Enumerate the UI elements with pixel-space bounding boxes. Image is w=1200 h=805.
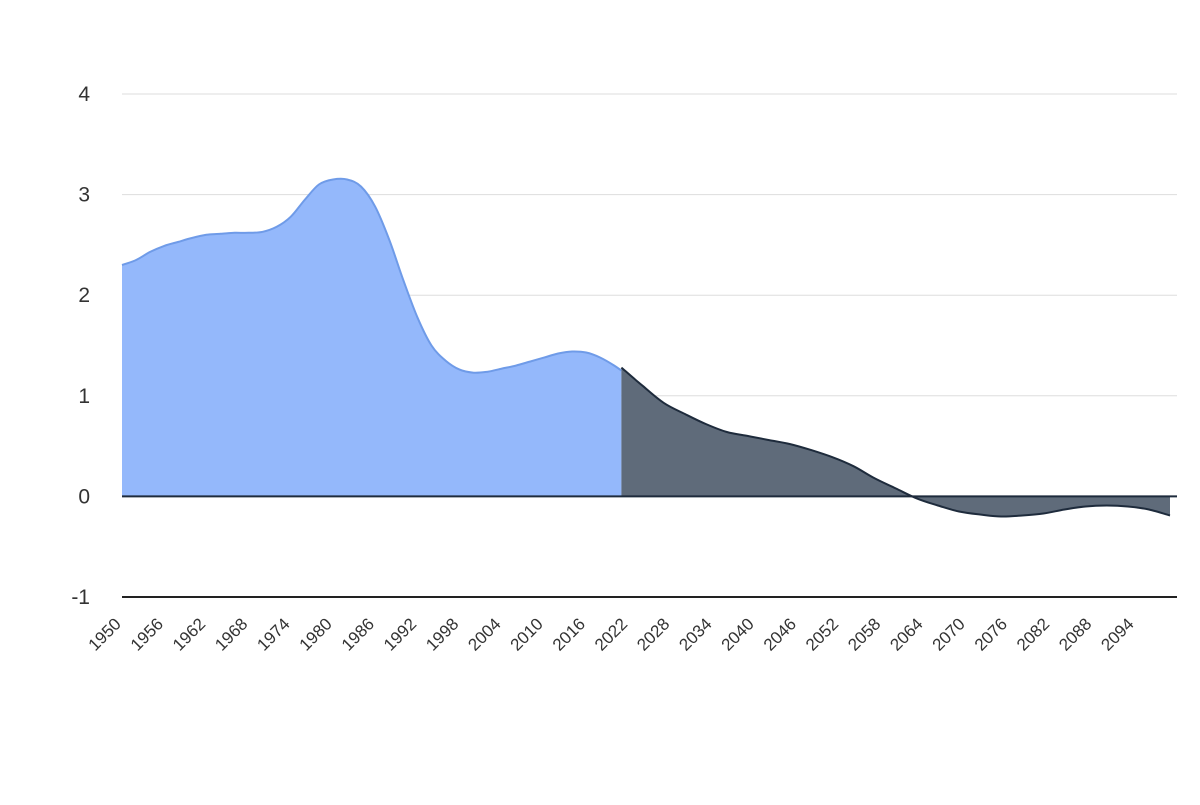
area-series bbox=[121, 177, 1171, 518]
x-axis-ticks: 1950 1956 1962 1968 1974 1980 1986 1992 1998 2004… bbox=[85, 614, 1138, 654]
x-tick-label: 2088 bbox=[1055, 614, 1095, 654]
x-tick-label: 2070 bbox=[929, 614, 969, 654]
x-tick-label: 2016 bbox=[549, 614, 589, 654]
y-axis-ticks: 4 3 2 1 0 -1 bbox=[71, 83, 90, 609]
x-tick-label: 2028 bbox=[633, 614, 673, 654]
x-tick-label: 2094 bbox=[1097, 614, 1137, 654]
x-tick-label: 1980 bbox=[296, 614, 336, 654]
x-tick-label: 2052 bbox=[802, 614, 842, 654]
x-tick-label: 1968 bbox=[211, 614, 251, 654]
y-tick-label: 4 bbox=[78, 83, 90, 106]
projection-area-line bbox=[620, 366, 1171, 518]
historical-area bbox=[122, 178, 622, 497]
y-tick-label: -1 bbox=[71, 586, 90, 609]
historical-area-line bbox=[121, 177, 622, 374]
x-tick-label: 1986 bbox=[338, 614, 378, 654]
x-tick-label: 2076 bbox=[971, 614, 1011, 654]
y-tick-label: 2 bbox=[78, 284, 90, 307]
y-tick-label: 3 bbox=[78, 184, 90, 207]
y-tick-label: 0 bbox=[78, 485, 90, 508]
x-tick-label: 1998 bbox=[422, 614, 462, 654]
y-tick-label: 1 bbox=[78, 385, 90, 408]
x-tick-label: 1956 bbox=[127, 614, 167, 654]
axes bbox=[122, 495, 1177, 598]
x-tick-label: 2082 bbox=[1013, 614, 1053, 654]
x-tick-label: 2022 bbox=[591, 614, 631, 654]
projection-area bbox=[621, 367, 1170, 517]
x-tick-label: 2064 bbox=[886, 614, 926, 654]
x-tick-label: 2058 bbox=[844, 614, 884, 654]
x-tick-label: 1974 bbox=[253, 614, 293, 654]
x-tick-label: 1962 bbox=[169, 614, 209, 654]
x-tick-label: 2004 bbox=[464, 614, 504, 654]
x-tick-label: 2034 bbox=[675, 614, 715, 654]
x-tick-label: 1950 bbox=[85, 614, 125, 654]
x-tick-label: 2010 bbox=[507, 614, 547, 654]
x-tick-label: 2040 bbox=[718, 614, 758, 654]
x-tick-label: 2046 bbox=[760, 614, 800, 654]
x-tick-label: 1992 bbox=[380, 614, 420, 654]
